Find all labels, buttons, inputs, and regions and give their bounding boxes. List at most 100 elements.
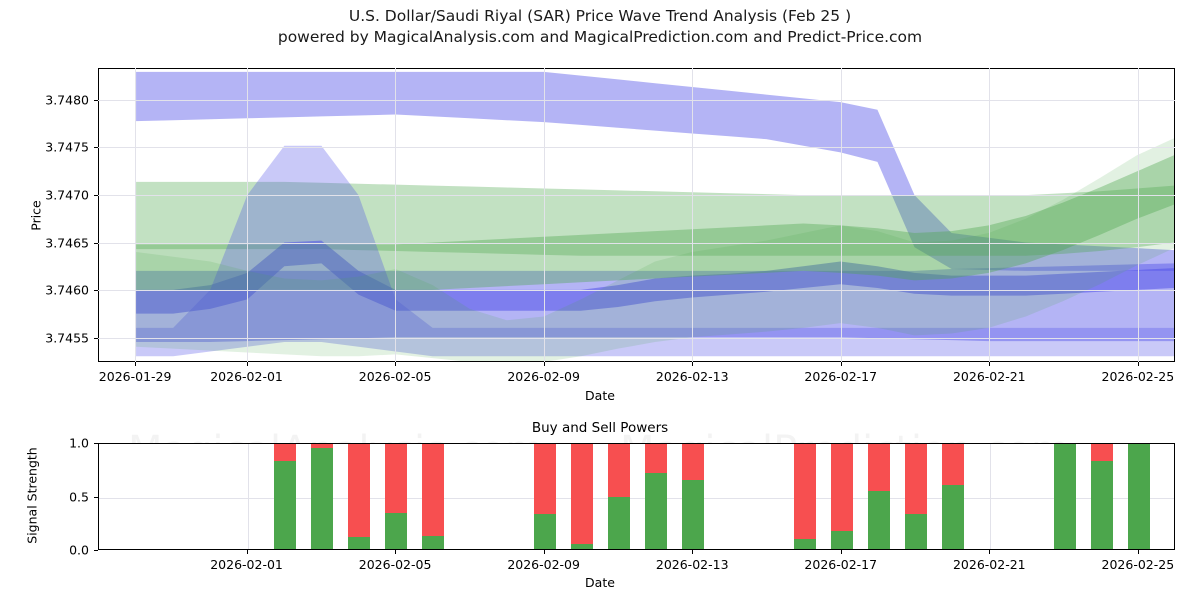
x-gridline xyxy=(989,68,991,362)
y-gridline xyxy=(98,242,1175,244)
power-bar[interactable] xyxy=(570,444,593,549)
power-bar[interactable] xyxy=(273,444,296,549)
y-gridline xyxy=(98,338,1175,340)
sell-power-segment xyxy=(422,444,445,537)
signal-strength-axis-title: Signal Strength xyxy=(24,447,40,544)
x-tick xyxy=(135,362,137,366)
lower-x-axis-title: Date xyxy=(585,575,615,590)
powers-y-tick-label: 0.5 xyxy=(69,489,89,504)
powers-x-gridline xyxy=(247,444,249,549)
x-gridline xyxy=(246,68,248,362)
y-gridline xyxy=(98,99,1175,101)
y-gridline xyxy=(98,290,1175,292)
sell-power-segment xyxy=(1090,444,1113,461)
buy-power-segment xyxy=(830,531,853,549)
x-tick xyxy=(1137,362,1139,366)
sell-power-segment xyxy=(867,444,890,492)
x-gridline xyxy=(692,68,694,362)
power-bar[interactable] xyxy=(422,444,445,549)
y-tick xyxy=(94,194,98,196)
buy-sell-powers-panel: Buy and Sell Powers MagicalAnalysis.com … xyxy=(0,410,1200,600)
x-tick-label: 2026-02-21 xyxy=(952,369,1026,384)
buy-power-segment xyxy=(1090,460,1113,549)
power-bar[interactable] xyxy=(830,444,853,549)
sell-power-segment xyxy=(830,444,853,532)
x-tick xyxy=(395,362,397,366)
page-title-block: U.S. Dollar/Saudi Riyal (SAR) Price Wave… xyxy=(0,6,1200,48)
power-bar[interactable] xyxy=(385,444,408,549)
y-tick xyxy=(94,99,98,101)
powers-x-tick xyxy=(1137,550,1139,554)
x-tick xyxy=(840,362,842,366)
price-axis-title: Price xyxy=(28,200,44,231)
power-bar[interactable] xyxy=(1090,444,1113,549)
x-tick xyxy=(543,362,545,366)
buy-power-segment xyxy=(942,484,965,549)
power-bar[interactable] xyxy=(607,444,630,549)
sell-power-segment xyxy=(347,444,370,538)
x-gridline xyxy=(395,68,397,362)
price-wave-plot-area xyxy=(98,68,1175,362)
sell-power-segment xyxy=(682,444,705,480)
sell-power-segment xyxy=(793,444,816,539)
power-bar[interactable] xyxy=(867,444,890,549)
y-tick-label: 3.7465 xyxy=(45,235,89,251)
sell-power-segment xyxy=(310,444,333,449)
sell-power-segment xyxy=(905,444,928,515)
buy-power-segment xyxy=(793,538,816,549)
buy-power-segment xyxy=(1053,444,1076,549)
y-gridline xyxy=(98,194,1175,196)
powers-x-tick-label: 2026-02-09 xyxy=(507,557,580,572)
power-bar[interactable] xyxy=(1053,444,1076,549)
upper-x-axis-title: Date xyxy=(585,388,615,403)
sell-power-segment xyxy=(570,444,593,544)
x-tick xyxy=(246,362,248,366)
sell-power-segment xyxy=(645,444,668,474)
power-bar[interactable] xyxy=(310,444,333,549)
y-tick xyxy=(94,242,98,244)
buy-power-segment xyxy=(607,496,630,549)
price-wave-panel: MagicalAnalysis.com MagicalPrediction.co… xyxy=(28,68,1175,403)
y-tick xyxy=(94,290,98,292)
power-bar[interactable] xyxy=(682,444,705,549)
buy-power-segment xyxy=(1127,444,1150,549)
power-bar[interactable] xyxy=(347,444,370,549)
powers-x-tick xyxy=(543,550,545,554)
x-gridline xyxy=(840,68,842,362)
x-gridline xyxy=(135,68,137,362)
power-bar[interactable] xyxy=(533,444,556,549)
powers-x-tick-label: 2026-02-05 xyxy=(358,557,432,572)
sell-power-segment xyxy=(533,444,556,515)
y-tick-label: 3.7480 xyxy=(45,92,89,107)
y-tick-label: 3.7470 xyxy=(45,187,89,203)
power-bar[interactable] xyxy=(942,444,965,549)
power-bar[interactable] xyxy=(1127,444,1150,549)
x-tick-label: 2026-02-25 xyxy=(1101,369,1175,384)
powers-x-tick xyxy=(246,550,248,554)
powers-x-tick xyxy=(989,550,991,554)
powers-x-tick xyxy=(840,550,842,554)
powers-x-tick-label: 2026-02-17 xyxy=(804,557,878,572)
powers-y-tick xyxy=(94,443,98,444)
power-bar[interactable] xyxy=(793,444,816,549)
y-gridline xyxy=(98,147,1175,149)
buy-power-segment xyxy=(310,448,333,549)
buy-power-segment xyxy=(273,460,296,549)
page-subtitle: powered by MagicalAnalysis.com and Magic… xyxy=(277,28,923,46)
powers-x-tick-label: 2026-02-01 xyxy=(210,557,283,572)
buy-power-segment xyxy=(533,514,556,549)
x-gridline xyxy=(1137,68,1139,362)
powers-x-tick xyxy=(692,550,694,554)
y-tick xyxy=(94,147,98,149)
powers-x-tick-label: 2026-02-13 xyxy=(655,557,729,572)
page-title: U.S. Dollar/Saudi Riyal (SAR) Price Wave… xyxy=(348,7,852,25)
band-upper-blue-band xyxy=(136,71,1174,271)
power-bar[interactable] xyxy=(905,444,928,549)
powers-x-tick xyxy=(395,550,397,554)
x-tick-label: 2026-02-09 xyxy=(507,369,580,384)
power-bar[interactable] xyxy=(645,444,668,549)
buy-power-segment xyxy=(645,473,668,549)
sell-power-segment xyxy=(607,444,630,497)
powers-y-tick xyxy=(94,496,98,498)
